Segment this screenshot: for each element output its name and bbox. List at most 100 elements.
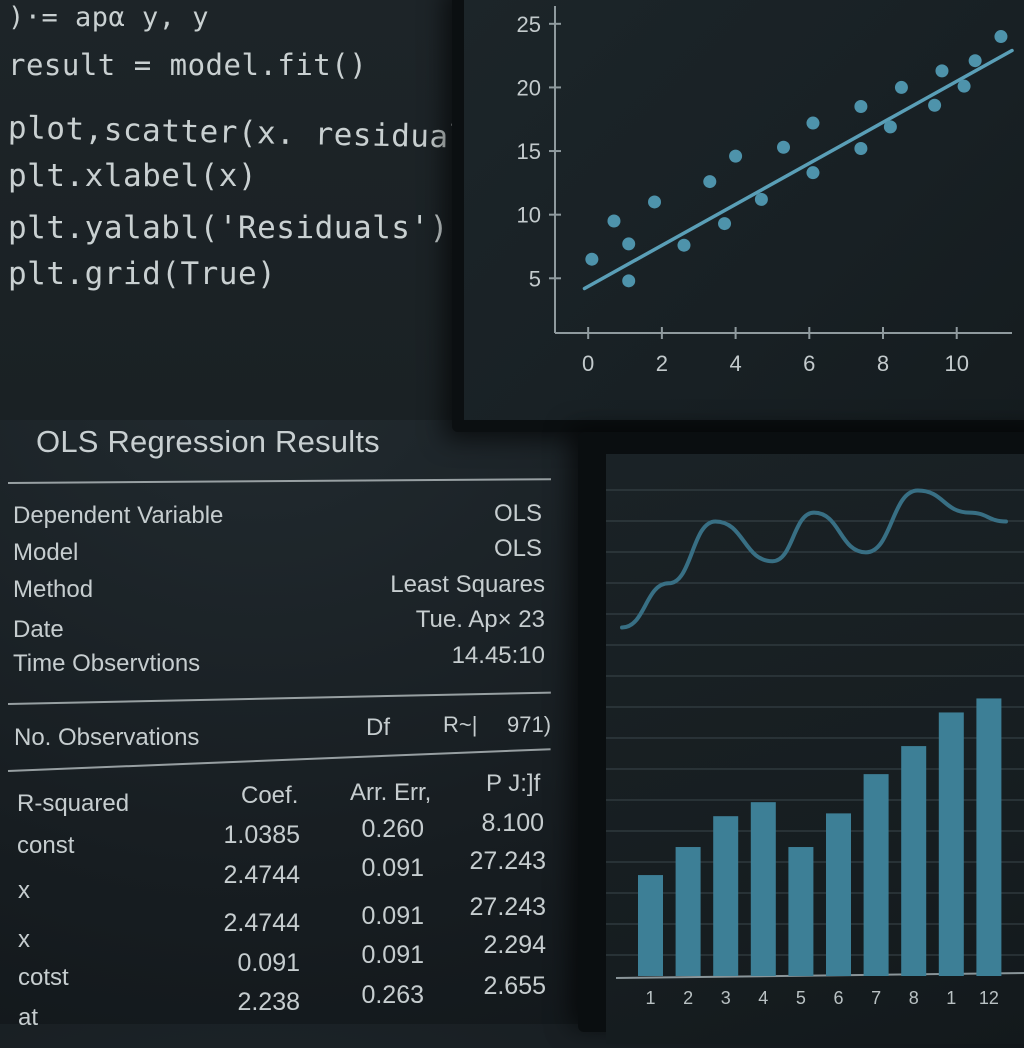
x-tick-label: 1	[946, 988, 956, 1008]
row-label: R-squared	[17, 790, 130, 817]
info-label: Dependent Variable	[13, 502, 224, 529]
coef-header: Arr. Err,	[350, 779, 432, 806]
scatter-point	[729, 149, 743, 163]
info-label: Date	[13, 616, 64, 643]
y-tick-label: 15	[517, 139, 541, 164]
info-label: Model	[13, 539, 79, 566]
info-value: 14.45:10	[451, 642, 545, 669]
coef-value: 0.091	[361, 854, 424, 882]
scatter-point	[703, 175, 717, 189]
obs-value: 971)	[507, 712, 552, 737]
coef-header: P J:]f	[486, 770, 541, 797]
code-line[interactable]: plot,scatter(x. residuals)	[7, 110, 507, 157]
bar	[638, 875, 663, 976]
code-editor[interactable]: )·= apα y, y result = model.fit() plot,s…	[0, 0, 507, 420]
divider	[7, 478, 551, 484]
scatter-point	[854, 100, 868, 114]
info-value: OLS	[493, 500, 542, 527]
scatter-point	[894, 80, 908, 94]
y-tick-label: 10	[517, 203, 541, 228]
info-value: OLS	[493, 535, 542, 562]
coef-value: 2.238	[237, 988, 300, 1016]
x-tick-label: 7	[871, 988, 881, 1008]
row-label: cotst	[18, 964, 69, 991]
bar	[675, 847, 701, 976]
x-tick-label: 8	[909, 988, 919, 1008]
coef-value: 1.0385	[223, 821, 300, 849]
bar	[976, 698, 1002, 976]
bar	[750, 802, 776, 976]
row-label: x	[18, 926, 30, 953]
x-tick-label: 2	[683, 988, 693, 1008]
x-tick-label: 5	[796, 988, 806, 1008]
x-tick-label: 10	[944, 351, 968, 376]
scatter-point	[622, 274, 636, 288]
x-tick-label: 6	[833, 988, 843, 1008]
coef-value: 2.4744	[223, 861, 300, 889]
bar	[713, 816, 739, 976]
trend-line	[620, 488, 1008, 630]
x-tick-label: 3	[721, 988, 731, 1008]
info-value: Least Squares	[390, 571, 545, 598]
scatter-monitor: 5 10 15 20 25 0 2 4 6 8 10	[452, 0, 1024, 432]
info-label: Time Observtions	[13, 650, 201, 677]
y-tick-label: 25	[517, 12, 541, 37]
scatter-point	[718, 217, 732, 231]
scatter-screen: 5 10 15 20 25 0 2 4 6 8 10	[464, 0, 1024, 420]
info-label: Method	[13, 576, 94, 603]
row-label: at	[18, 1004, 39, 1031]
scatter-point	[968, 54, 982, 68]
bar	[826, 813, 851, 976]
x-tick-label: 2	[656, 351, 668, 376]
bar	[788, 847, 814, 976]
scatter-point	[806, 116, 820, 130]
x-tick-label: 4	[729, 351, 741, 376]
coef-value: 8.100	[481, 809, 544, 837]
scatter-point	[607, 214, 621, 228]
regression-line	[582, 48, 1014, 291]
code-line[interactable]: plt.xlabel(x)	[8, 158, 258, 194]
x-tick-label: 0	[582, 351, 594, 376]
scatter-point	[677, 238, 691, 252]
x-tick-label: 4	[758, 988, 768, 1008]
scatter-point	[883, 120, 897, 134]
bar	[938, 712, 964, 976]
y-tick-label: 5	[529, 266, 541, 291]
scatter-point	[585, 252, 599, 266]
scatter-point	[622, 237, 636, 251]
scatter-point	[957, 79, 971, 93]
scatter-point	[777, 140, 790, 154]
coef-header: Coef.	[241, 782, 299, 809]
coef-value: 27.243	[469, 847, 546, 875]
obs-label: No. Observations	[14, 724, 200, 751]
row-label: x	[18, 877, 30, 904]
coef-value: 0.091	[361, 902, 424, 930]
ols-title: OLS Regression Results	[36, 424, 380, 459]
coef-value: 0.263	[361, 981, 424, 1009]
scatter-point	[754, 192, 768, 206]
scatter-point	[994, 30, 1008, 44]
scatter-point	[928, 98, 942, 112]
x-tick-label: 6	[803, 351, 815, 376]
code-line[interactable]: result = model.fit()	[8, 48, 368, 82]
code-line[interactable]: )·= apα y, y	[8, 2, 210, 33]
code-line[interactable]: plt.grid(True)	[8, 256, 277, 292]
code-line[interactable]: plt.yalabl('Residuals')	[8, 210, 449, 246]
obs-r: R~|	[443, 712, 478, 737]
coef-value: 2.294	[483, 931, 546, 959]
coef-value: 0.091	[237, 949, 300, 977]
scatter-point	[935, 64, 949, 78]
bar	[863, 774, 889, 976]
x-tick-label: 12	[979, 988, 999, 1008]
coef-value: 0.260	[361, 815, 424, 843]
coef-value: 27.243	[469, 893, 546, 921]
scatter-point	[648, 195, 662, 209]
bar-chart: 1 2 3 4 5 6 7 8 1 12	[606, 488, 1024, 1008]
bar	[901, 746, 927, 976]
divider	[7, 691, 551, 705]
coef-value: 2.4744	[223, 909, 300, 937]
scatter-chart: 5 10 15 20 25 0 2 4 6 8 10	[517, 6, 1014, 376]
scatter-point	[854, 142, 868, 156]
x-tick-label: 8	[877, 351, 889, 376]
bar-chart-monitor: 1 2 3 4 5 6 7 8 1 12	[578, 432, 1024, 1044]
